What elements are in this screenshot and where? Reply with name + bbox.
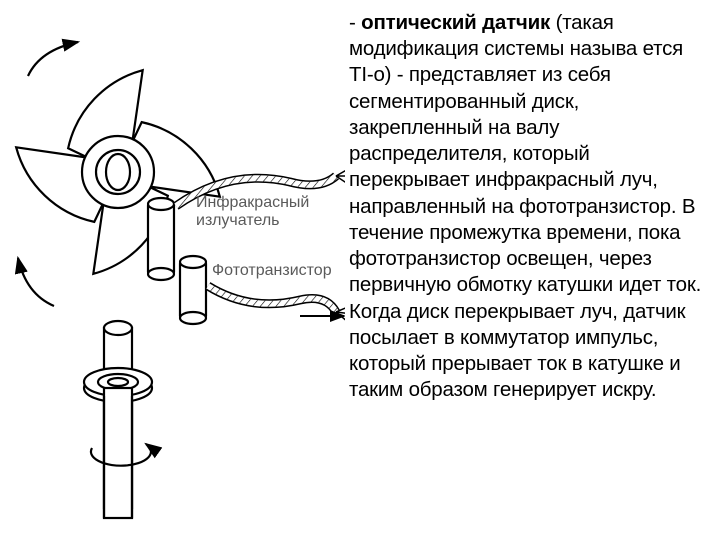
emitter-label-line2: излучатель — [196, 212, 309, 230]
emitter-label-line1: Инфракрасный — [196, 194, 309, 212]
optical-sensor-diagram: Инфракрасный излучатель Фототранзистор — [0, 0, 345, 540]
rotation-arrow-icon — [28, 42, 78, 76]
description-paragraph: - оптический датчик (такая модификация с… — [349, 10, 712, 404]
phototransistor-label: Фототранзистор — [212, 262, 332, 280]
body-text-span: (такая модификация системы называ ется T… — [349, 11, 701, 401]
rotation-arrow-icon — [18, 258, 54, 306]
phototransistor — [180, 256, 206, 324]
distributor-shaft — [84, 321, 152, 518]
title-bold: оптический датчик — [361, 11, 550, 34]
infrared-emitter — [148, 198, 174, 280]
segmented-disc — [16, 70, 220, 274]
description-text-block: - оптический датчик (такая модификация с… — [345, 0, 720, 540]
title-prefix: - — [349, 11, 361, 34]
emitter-label: Инфракрасный излучатель — [196, 194, 309, 229]
